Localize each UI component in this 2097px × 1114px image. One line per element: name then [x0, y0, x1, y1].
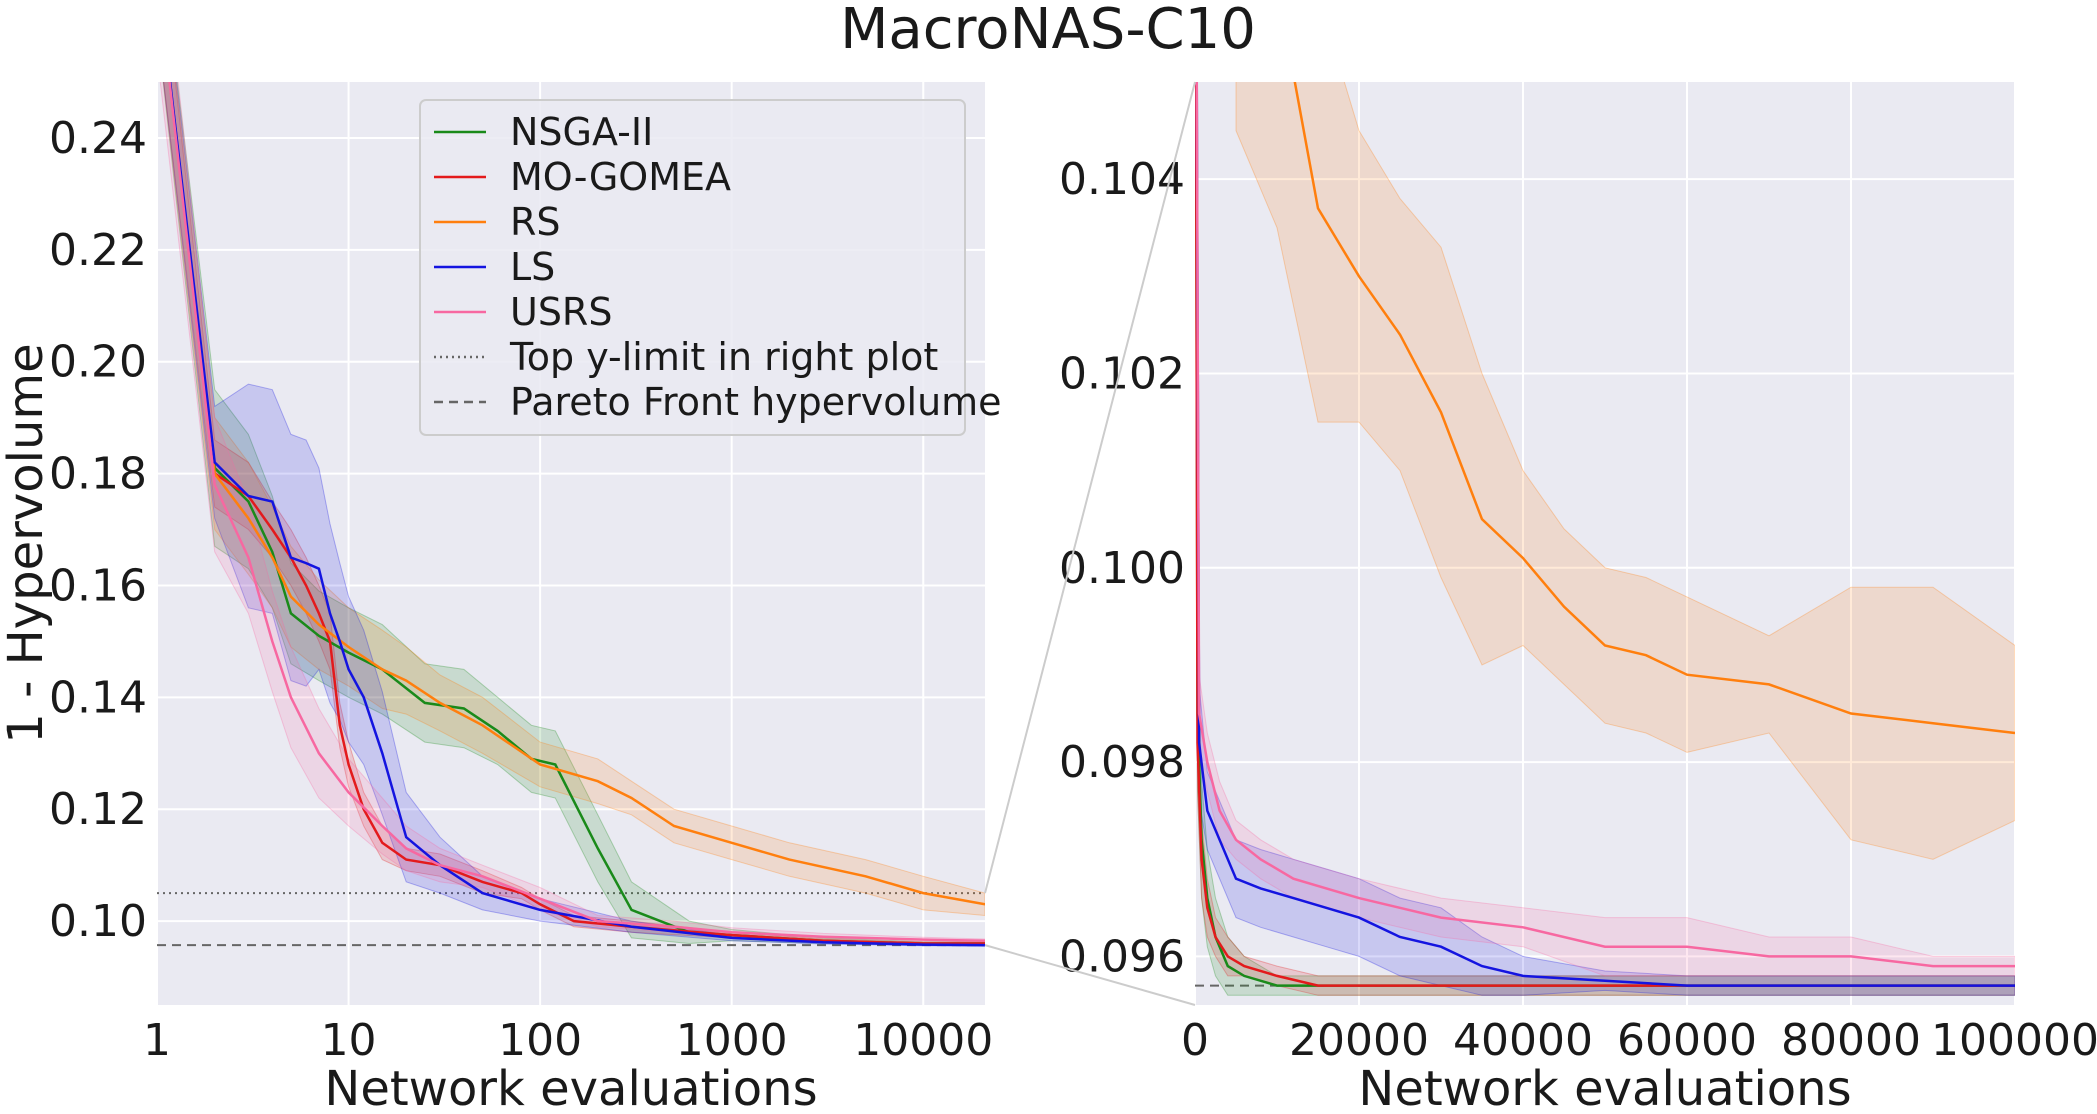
- legend-label-ls: LS: [510, 245, 555, 289]
- zoom-connector-top: [984, 81, 1196, 894]
- left-y-tick-label: 0.22: [49, 225, 147, 276]
- right-y-tick-label: 0.100: [1059, 543, 1185, 594]
- right-usrs-line: [1195, 82, 2015, 968]
- left-ls-line: [168, 82, 985, 947]
- left-y-tick-label: 0.24: [49, 113, 147, 164]
- left-y-tick-label: 0.14: [49, 672, 147, 723]
- right-plot: 0 20000 40000 60000 80000 100000 0.096 0.098 0.1…: [1059, 82, 2097, 1114]
- right-x-tick-label: 80000: [1781, 1015, 1921, 1066]
- right-mo-gomea-band: [1195, 82, 2015, 996]
- left-x-tick-label: 1: [143, 1015, 171, 1066]
- legend-label-usrs: USRS: [510, 290, 612, 334]
- right-usrs-band: [1196, 82, 2015, 977]
- legend-label-mo-gomea: MO-GOMEA: [510, 155, 731, 199]
- left-rs-line: [168, 82, 985, 906]
- legend-label-rs: RS: [510, 200, 561, 244]
- right-rs-line: [1293, 82, 2015, 735]
- left-ls-band: [163, 82, 985, 947]
- legend-box: [419, 99, 966, 436]
- left-y-tick-label: 0.16: [49, 560, 147, 611]
- right-x-tick-label: 40000: [1453, 1015, 1593, 1066]
- left-mo-gomea-band: [163, 82, 985, 946]
- zoom-connector-lines: [984, 81, 1196, 1006]
- left-x-tick-label: 1000: [676, 1015, 788, 1066]
- left-nsga-ii-band: [162, 82, 985, 946]
- right-ls-line: [1195, 82, 2015, 987]
- left-y-tick-label: 0.20: [49, 337, 147, 388]
- left-rs-band: [162, 82, 985, 917]
- left-x-tick-label: 10000: [853, 1015, 993, 1066]
- zoom-connector-bottom: [984, 944, 1196, 1006]
- figure-title: MacroNAS-C10: [840, 0, 1256, 62]
- right-y-tick-label: 0.102: [1059, 348, 1185, 399]
- right-gridlines: [1194, 82, 2016, 1005]
- right-mo-gomea-line: [1195, 82, 2015, 987]
- left-y-tick-label: 0.12: [49, 784, 147, 835]
- legend-label-nsga-ii: NSGA-II: [510, 110, 653, 154]
- right-y-tick-label: 0.096: [1059, 931, 1185, 982]
- right-y-tick-label: 0.098: [1059, 737, 1185, 788]
- right-nsga-ii-band: [1195, 82, 2015, 996]
- right-x-tick-label: 0: [1181, 1015, 1209, 1066]
- left-x-axis-label: Network evaluations: [324, 1061, 817, 1114]
- legend-label-top-y-limit-in-right-plot: Top y-limit in right plot: [509, 335, 938, 379]
- left-usrs-line: [168, 82, 985, 942]
- left-y-tick-label: 0.10: [49, 896, 147, 947]
- left-x-tick-label: 100: [498, 1015, 582, 1066]
- right-x-axis-label: Network evaluations: [1358, 1061, 1851, 1114]
- legend-label-pareto-front-hypervolume: Pareto Front hypervolume: [510, 380, 1002, 424]
- right-ls-band: [1195, 82, 2015, 996]
- left-y-axis-label: 1 - Hypervolume: [0, 343, 54, 743]
- left-y-tick-label: 0.18: [49, 449, 147, 500]
- right-x-tick-label: 100000: [1931, 1015, 2097, 1066]
- right-x-tick-label: 60000: [1617, 1015, 1757, 1066]
- right-x-tick-label: 20000: [1289, 1015, 1429, 1066]
- right-rs-band: [1235, 82, 2015, 860]
- right-plot-area: [1195, 82, 2015, 1005]
- right-y-tick-label: 0.104: [1059, 154, 1185, 205]
- left-x-tick-label: 10: [321, 1015, 377, 1066]
